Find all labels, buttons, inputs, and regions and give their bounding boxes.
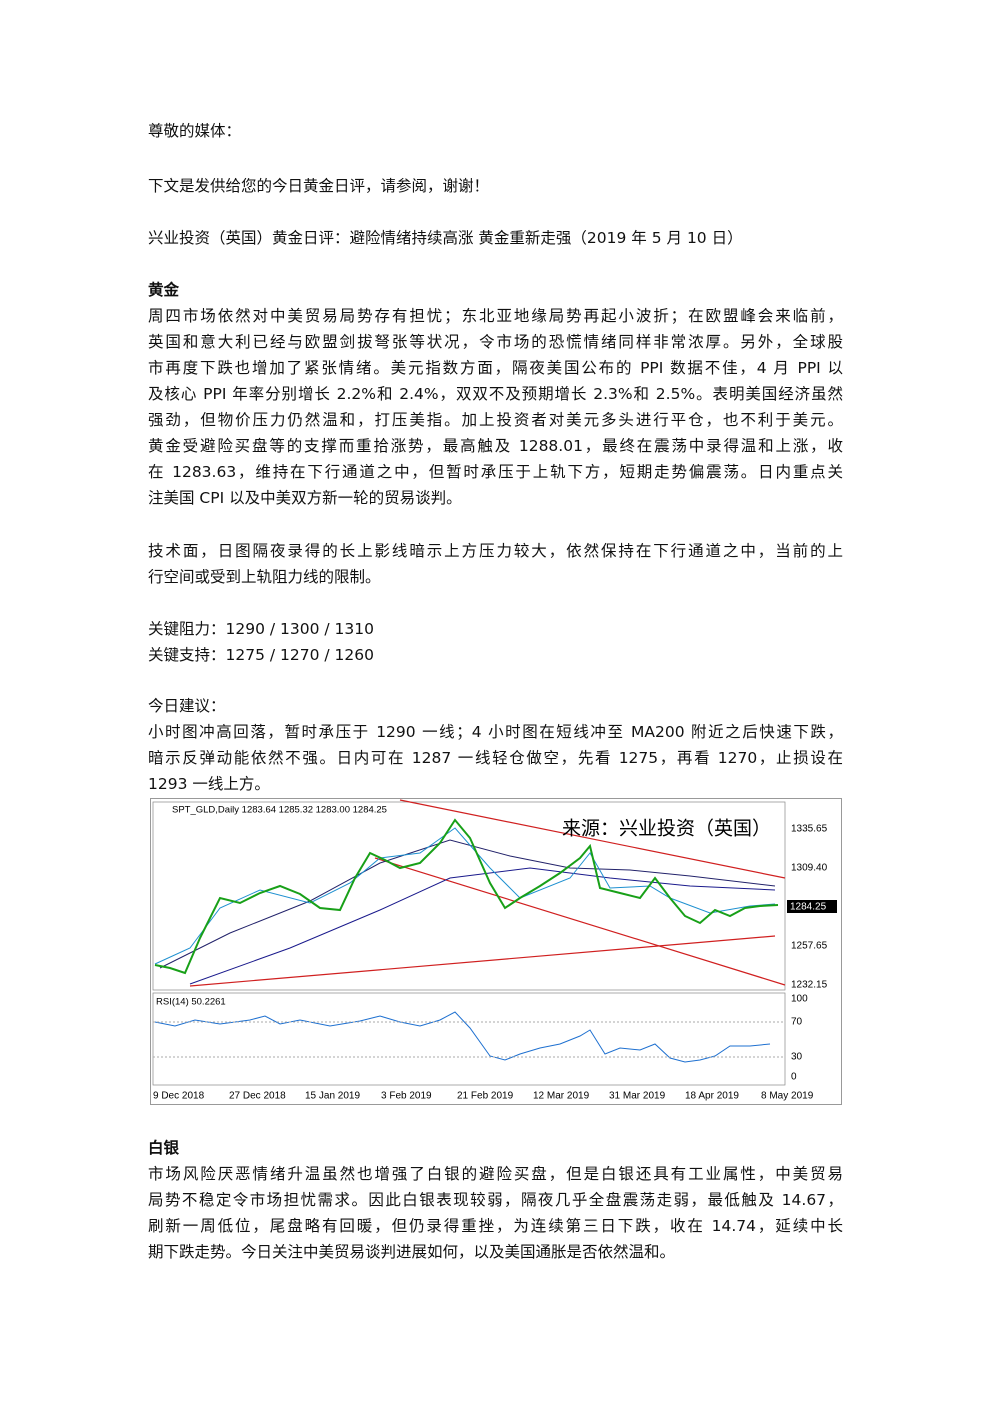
price-label: 1232.15 — [791, 980, 828, 991]
text-line: 行空间或受到上轨阻力线的限制。 — [148, 568, 381, 586]
current-price: 1284.25 — [790, 902, 827, 913]
price-pane — [152, 801, 786, 991]
key-levels: 关键阻力：1290 / 1300 / 1310 关键支持：1275 / 1270 … — [148, 616, 843, 668]
chart-source: 来源：兴业投资（英国） — [562, 818, 771, 840]
price-label: 1257.65 — [791, 941, 828, 952]
channel — [189, 799, 786, 987]
text-line: 强劲，但物价压力仍然温和，打压美指。加上投资者对美元多头进行平仓，也不利于美元。 — [148, 411, 843, 429]
date-label: 21 Feb 2019 — [457, 1091, 514, 1102]
ma-mid — [159, 839, 776, 969]
text-line: 周四市场依然对中美贸易局势存有担忧；东北亚地缘局势再起小波折；在欧盟峰会来临前， — [148, 307, 843, 325]
rsi-pane — [152, 992, 786, 1086]
text-line: 关键支持：1275 / 1270 / 1260 — [148, 646, 374, 664]
rsi-series — [154, 1011, 771, 1063]
frame — [150, 798, 842, 1105]
date-label: 8 May 2019 — [761, 1091, 814, 1102]
advice-heading: 今日建议： — [148, 697, 226, 715]
rsi-label: RSI(14) 50.2261 — [156, 997, 226, 1008]
greeting: 尊敬的媒体： — [148, 122, 242, 140]
text-line: 关键阻力：1290 / 1300 / 1310 — [148, 620, 374, 638]
text-line: 期下跌走势。今日关注中美贸易谈判进展如何，以及美国通胀是否依然温和。 — [148, 1243, 676, 1261]
paragraph: 技术面，日图隔夜录得的长上影线暗示上方压力较大，依然保持在下行通道之中，当前的上… — [148, 538, 843, 590]
section-heading: 白银 — [148, 1139, 180, 1157]
text-line: 英国和意大利已经与欧盟剑拔弩张等状况，令市场的恐慌情绪同样非常浓厚。另外，全球股 — [148, 333, 843, 351]
chart-header: SPT_GLD,Daily 1283.64 1285.32 1283.00 12… — [172, 805, 387, 816]
price-series — [154, 818, 779, 975]
text-line: 小时图冲高回落，暂时承压于 1290 一线；4 小时图在短线冲至 MA200 附… — [148, 723, 843, 741]
chart-image: SPT_GLD,Daily 1283.64 1285.32 1283.00 12… — [150, 798, 842, 1105]
section-heading: 黄金 — [148, 281, 180, 299]
text-line: 及核心 PPI 年率分别增长 2.2%和 2.4%，双双不及预期增长 2.3%和… — [148, 385, 843, 403]
text-line: 注美国 CPI 以及中美双方新一轮的贸易谈判。 — [148, 489, 462, 507]
headline: 兴业投资（英国）黄金日评：避险情绪持续高涨 黄金重新走强（2019 年 5 月 … — [148, 229, 743, 247]
date-label: 31 Mar 2019 — [609, 1091, 666, 1102]
rsi-axis-label: 30 — [791, 1052, 803, 1063]
text-line: 在 1283.63，维持在下行通道之中，但暂时承压于上轨下方，短期走势偏震荡。日… — [148, 463, 843, 481]
date-label: 3 Feb 2019 — [381, 1091, 432, 1102]
paragraph: 周四市场依然对中美贸易局势存有担忧；东北亚地缘局势再起小波折；在欧盟峰会来临前，… — [148, 303, 843, 511]
date-label: 15 Jan 2019 — [305, 1091, 360, 1102]
text-line: 刷新一周低位，尾盘略有回暖，但仍录得重挫，为连续第三日下跌，收在 14.74，延… — [148, 1217, 843, 1235]
price-label: 1309.40 — [791, 863, 828, 874]
text-line: 1293 一线上方。 — [148, 775, 270, 793]
rsi-axis-label: 100 — [791, 994, 808, 1005]
date-label: 27 Dec 2018 — [229, 1091, 286, 1102]
date-label: 18 Apr 2019 — [685, 1091, 739, 1102]
intro: 下文是发供给您的今日黄金日评，请参阅，谢谢！ — [148, 177, 490, 195]
paragraph: 小时图冲高回落，暂时承压于 1290 一线；4 小时图在短线冲至 MA200 附… — [148, 719, 843, 797]
text-line: 黄金受避险买盘等的支撑而重拾涨势，最高触及 1288.01，最终在震荡中录得温和… — [148, 437, 843, 455]
text-line: 局势不稳定令市场担忧需求。因此白银表现较弱，隔夜几乎全盘震荡走弱，最低触及 14… — [148, 1191, 843, 1209]
text-line: 市再度下跌也增加了紧张情绪。美元指数方面，隔夜美国公布的 PPI 数据不佳，4 … — [148, 359, 843, 377]
text-line: 市场风险厌恶情绪升温虽然也增强了白银的避险买盘，但是白银还具有工业属性，中美贸易 — [148, 1165, 843, 1183]
text-line: 暗示反弹动能依然不强。日内可在 1287 一线轻仓做空，先看 1275，再看 1… — [148, 749, 843, 767]
channel-upper — [399, 799, 786, 879]
current-price-box — [787, 900, 837, 913]
ma-slow — [189, 867, 776, 985]
rsi-axis-label: 70 — [791, 1017, 803, 1028]
paragraph: 市场风险厌恶情绪升温虽然也增强了白银的避险买盘，但是白银还具有工业属性，中美贸易… — [148, 1161, 843, 1265]
rsi-axis-label: 0 — [791, 1072, 797, 1083]
price-label: 1335.65 — [791, 824, 828, 835]
ma-long — [189, 935, 776, 987]
text-line: 技术面，日图隔夜录得的长上影线暗示上方压力较大，依然保持在下行通道之中，当前的上 — [148, 542, 843, 560]
date-label: 9 Dec 2018 — [153, 1091, 205, 1102]
date-label: 12 Mar 2019 — [533, 1091, 590, 1102]
channel-lower — [374, 857, 786, 986]
